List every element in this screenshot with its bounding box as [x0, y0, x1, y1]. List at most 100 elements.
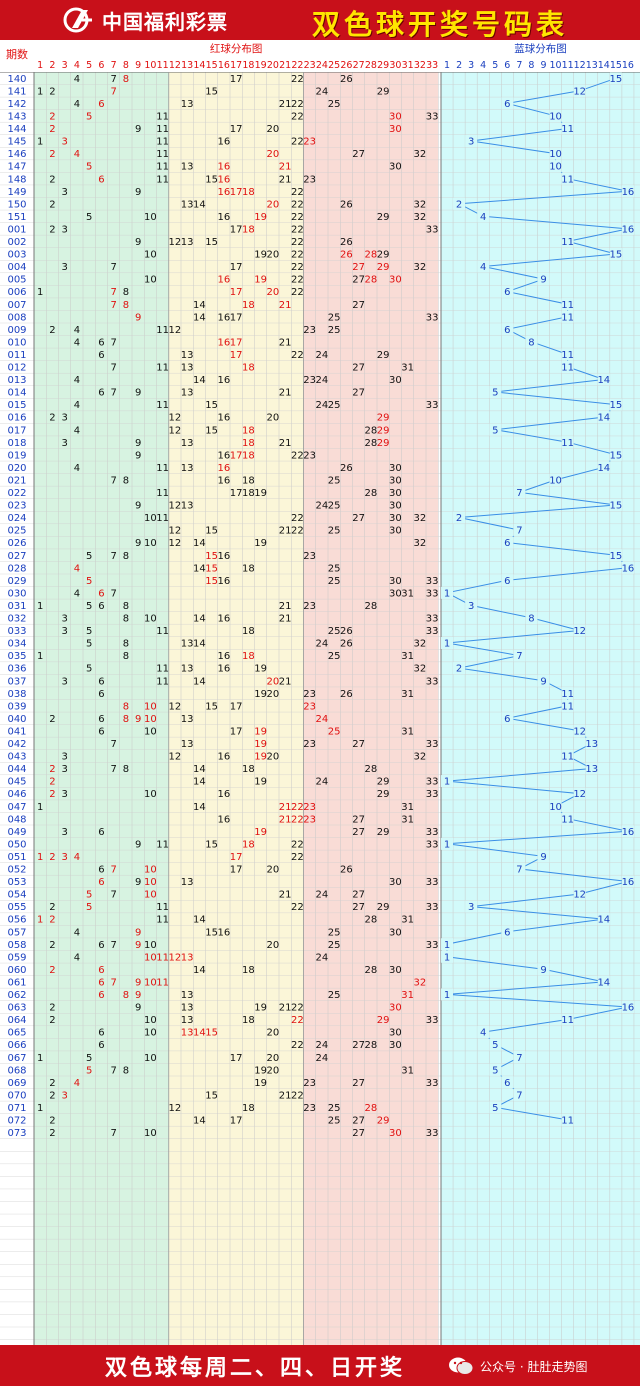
red-ball-number: 8 — [123, 651, 129, 662]
blue-ball-cell — [561, 235, 574, 248]
red-ball-number: 14 — [193, 1116, 206, 1127]
red-ball-number: 30 — [389, 375, 402, 386]
red-ball-number: 16 — [218, 789, 231, 800]
blue-ball-cell — [453, 511, 466, 524]
blue-ball-number: 16 — [622, 827, 635, 838]
red-ball-number: 20 — [267, 865, 280, 876]
red-column-label: 20 — [267, 60, 279, 71]
red-ball-number: 31 — [401, 651, 414, 662]
red-ball-number: 25 — [328, 651, 341, 662]
red-ball-number: 10 — [144, 714, 157, 725]
red-ball-number: 19 — [254, 212, 267, 223]
red-ball-number: 27 — [352, 890, 365, 901]
red-ball-number: 33 — [426, 940, 439, 951]
issue-number: 151 — [7, 212, 26, 223]
red-ball-number: 8 — [123, 1065, 129, 1076]
blue-ball-number: 7 — [516, 651, 522, 662]
red-ball-number: 4 — [74, 375, 80, 386]
red-ball-number: 27 — [352, 814, 365, 825]
blue-ball-cell — [513, 1051, 526, 1064]
red-ball-number: 6 — [98, 601, 104, 612]
red-ball-number: 6 — [98, 350, 104, 361]
red-ball-number: 7 — [110, 865, 116, 876]
red-ball-number: 30 — [389, 576, 402, 587]
blue-ball-number: 11 — [561, 350, 574, 361]
red-ball-number: 27 — [352, 1128, 365, 1139]
red-ball-number: 22 — [291, 814, 304, 825]
red-ball-number: 3 — [61, 626, 67, 637]
blue-column-label: 9 — [540, 60, 546, 71]
issue-number: 147 — [7, 162, 26, 173]
blue-ball-cell — [597, 373, 610, 386]
red-ball-number: 6 — [98, 689, 104, 700]
red-ball-number: 8 — [123, 990, 129, 1001]
red-ball-number: 29 — [377, 425, 390, 436]
red-ball-number: 26 — [340, 250, 353, 261]
red-ball-number: 24 — [316, 501, 329, 512]
red-ball-number: 33 — [426, 626, 439, 637]
red-ball-number: 19 — [254, 752, 267, 763]
blue-ball-number: 9 — [540, 965, 546, 976]
red-ball-number: 9 — [135, 237, 141, 248]
red-ball-number: 31 — [401, 726, 414, 737]
blue-ball-number: 16 — [622, 563, 635, 574]
red-ball-number: 11 — [156, 162, 169, 173]
red-column-label: 18 — [242, 60, 254, 71]
red-column-label: 8 — [123, 60, 129, 71]
blue-ball-cell — [477, 260, 490, 273]
red-ball-number: 3 — [61, 676, 67, 687]
red-ball-number: 3 — [61, 789, 67, 800]
red-ball-number: 11 — [156, 174, 169, 185]
blue-ball-cell — [561, 1013, 574, 1026]
issue-number: 069 — [7, 1078, 26, 1089]
red-ball-number: 12 — [169, 526, 182, 537]
red-ball-number: 2 — [49, 940, 55, 951]
red-ball-number: 18 — [242, 1103, 255, 1114]
red-ball-number: 10 — [144, 1028, 157, 1039]
blue-ball-cell — [441, 988, 454, 1001]
red-ball-number: 18 — [242, 450, 255, 461]
red-ball-number: 18 — [242, 438, 255, 449]
blue-ball-number: 9 — [540, 852, 546, 863]
red-ball-number: 8 — [123, 764, 129, 775]
red-ball-number: 22 — [291, 199, 304, 210]
red-ball-number: 33 — [426, 877, 439, 888]
red-ball-number: 21 — [279, 614, 292, 625]
issue-number: 150 — [7, 199, 26, 210]
blue-ball-number: 14 — [597, 375, 610, 386]
red-ball-number: 2 — [49, 764, 55, 775]
red-ball-number: 7 — [110, 86, 116, 97]
blue-ball-cell — [441, 586, 454, 599]
blue-column-label: 11 — [562, 60, 574, 71]
blue-ball-cell — [489, 1101, 502, 1114]
red-ball-number: 17 — [230, 350, 243, 361]
red-ball-number: 3 — [61, 224, 67, 235]
red-ball-number: 22 — [291, 350, 304, 361]
red-ball-number: 13 — [181, 199, 194, 210]
issue-number: 032 — [7, 614, 26, 625]
red-ball-number: 21 — [279, 337, 292, 348]
issue-number: 061 — [7, 977, 26, 988]
issue-number: 017 — [7, 425, 26, 436]
red-ball-number: 22 — [291, 262, 304, 273]
red-ball-number: 11 — [156, 112, 169, 123]
red-ball-number: 4 — [74, 337, 80, 348]
red-ball-number: 5 — [86, 1065, 92, 1076]
red-ball-number: 10 — [144, 940, 157, 951]
blue-ball-cell — [585, 737, 598, 750]
red-ball-number: 3 — [61, 413, 67, 424]
issue-number: 056 — [7, 915, 26, 926]
red-ball-number: 3 — [61, 438, 67, 449]
red-ball-number: 18 — [242, 764, 255, 775]
red-ball-number: 6 — [98, 827, 104, 838]
red-ball-number: 19 — [254, 250, 267, 261]
red-ball-number: 25 — [328, 927, 341, 938]
red-ball-number: 16 — [218, 174, 231, 185]
red-ball-number: 33 — [426, 400, 439, 411]
red-ball-number: 23 — [303, 1103, 316, 1114]
red-ball-number: 28 — [365, 1103, 378, 1114]
blue-ball-cell — [441, 938, 454, 951]
red-ball-number: 2 — [49, 852, 55, 863]
red-ball-number: 14 — [193, 1028, 206, 1039]
red-ball-number: 2 — [49, 112, 55, 123]
